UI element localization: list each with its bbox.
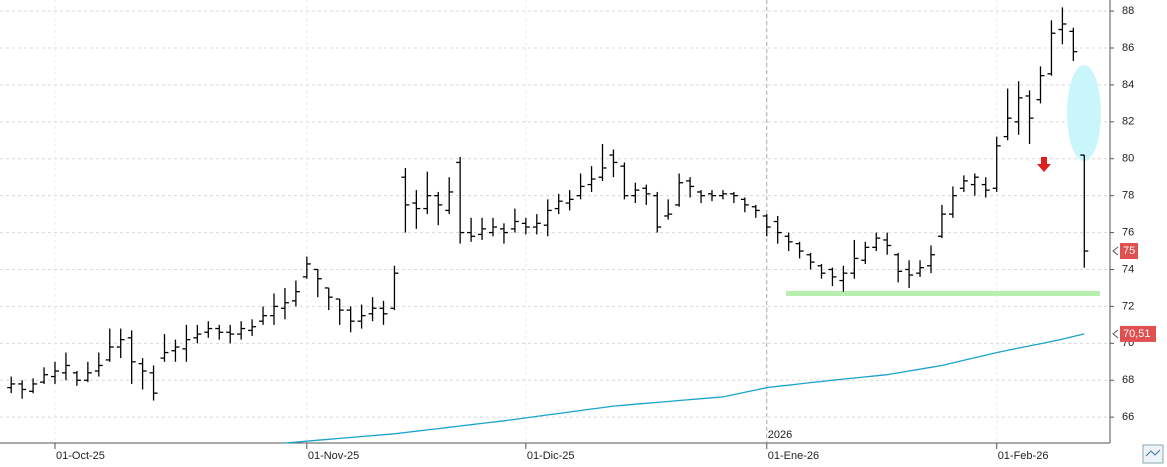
x-tick-label: 01-Nov-25 bbox=[308, 450, 359, 462]
last-price-pointer bbox=[1112, 246, 1119, 256]
y-tick-label: 74 bbox=[1122, 263, 1134, 275]
y-tick-label: 84 bbox=[1122, 79, 1134, 91]
last-price-label: 75 bbox=[1123, 245, 1135, 257]
last-price-box bbox=[1120, 243, 1138, 260]
x-tick-label: 01-Ene-26 bbox=[768, 450, 819, 462]
y-tick-label: 78 bbox=[1122, 190, 1134, 202]
y-tick-label: 88 bbox=[1122, 5, 1134, 17]
grid bbox=[0, 0, 1110, 443]
down-arrow bbox=[1037, 157, 1051, 172]
x-tick-label: 01-Dic-25 bbox=[527, 450, 575, 462]
highlight-ellipse bbox=[1067, 65, 1101, 161]
y-tick-label: 66 bbox=[1122, 411, 1134, 423]
y-tick-label: 80 bbox=[1122, 153, 1134, 165]
ma-pointer bbox=[1112, 329, 1119, 339]
x-tick-label: 01-Feb-26 bbox=[998, 450, 1049, 462]
y-tick-label: 68 bbox=[1122, 374, 1134, 386]
moving-average bbox=[284, 333, 1085, 444]
ma-last-box bbox=[1120, 325, 1156, 342]
year-label: 2026 bbox=[768, 429, 792, 441]
ma-last-label: 70,51 bbox=[1123, 328, 1151, 340]
y-tick-label: 82 bbox=[1122, 116, 1134, 128]
settings-button[interactable] bbox=[1142, 444, 1164, 464]
y-tick-label: 86 bbox=[1122, 42, 1134, 54]
y-tick-label: 76 bbox=[1122, 226, 1134, 238]
x-tick-label: 01-Oct-25 bbox=[56, 450, 105, 462]
settings-icon bbox=[1145, 449, 1161, 457]
y-tick-label: 72 bbox=[1122, 300, 1134, 312]
